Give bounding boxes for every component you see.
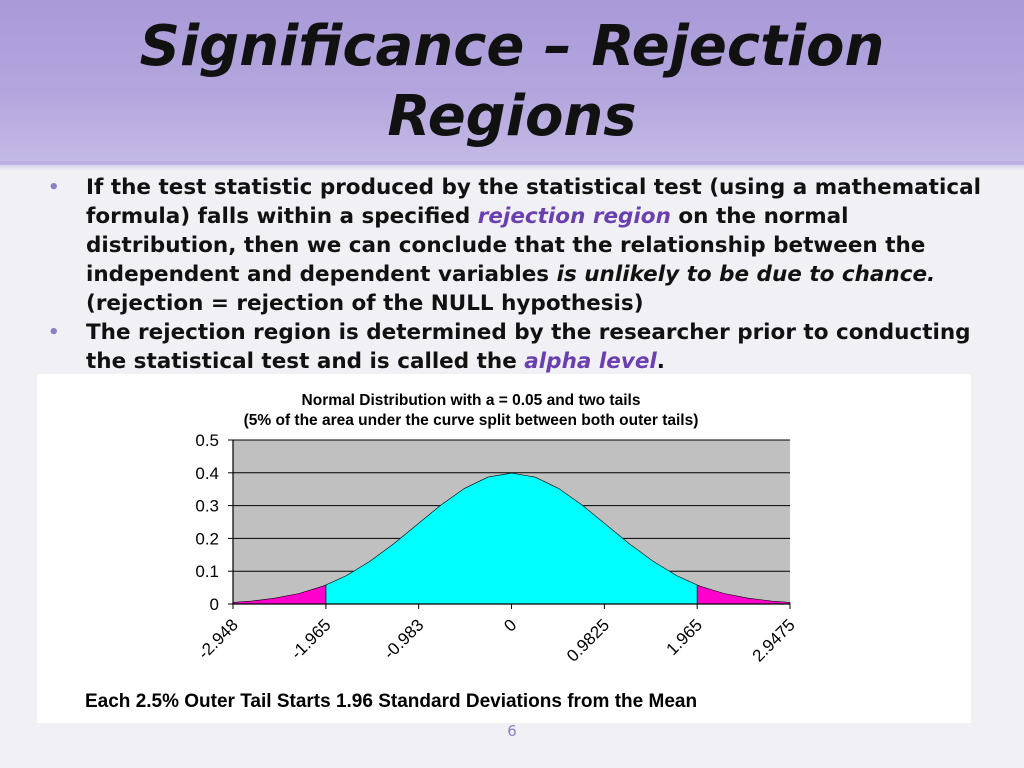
bullet-1-text-b: on the normal distribution, then we can …: [86, 204, 926, 287]
bullet-1-text-c: (rejection = rejection of the NULL hypot…: [86, 291, 644, 316]
y-tick-label: 0.3: [195, 497, 219, 516]
x-tick-label: 0: [500, 615, 520, 635]
chart-title: Normal Distribution with a = 0.05 and tw…: [302, 392, 641, 409]
title-line-2: Regions: [387, 84, 637, 149]
x-tick-label: -0.983: [380, 615, 428, 663]
plot-area: 0 0.1 0.2 0.3 0.4 0.5 -2.948 -1.965 -0.983 0 0.982…: [194, 431, 799, 666]
bullet-dot-icon: •: [48, 177, 60, 198]
x-tick-label: -2.948: [194, 615, 242, 663]
bullet-1-highlight: rejection region: [477, 204, 671, 229]
left-rejection-tail: [232, 584, 327, 605]
slide-title: Significance – Rejection Regions: [0, 12, 1024, 152]
y-tick-label: 0.1: [195, 562, 219, 581]
bullet-1-text-a: If the test statistic produced by the st…: [86, 175, 981, 229]
bullet-item-1: • If the test statistic produced by the s…: [48, 173, 988, 318]
x-tick-label: 1.965: [662, 615, 706, 659]
x-tick-label: -1.965: [287, 615, 335, 663]
y-tick-label: 0: [210, 595, 219, 614]
y-tick-label: 0.5: [195, 431, 219, 450]
acceptance-region: [325, 472, 698, 605]
x-tick-label: 2.9475: [749, 615, 799, 665]
chart-container: Normal Distribution with a = 0.05 and tw…: [37, 374, 971, 723]
chart-caption: Each 2.5% Outer Tail Starts 1.96 Standar…: [85, 691, 697, 712]
bullet-1-emphasis: is unlikely to be due to chance.: [556, 262, 936, 287]
bullet-list: • If the test statistic produced by the s…: [48, 173, 988, 376]
title-line-1: Significance – Rejection: [139, 14, 885, 79]
x-tick-label: 0.9825: [563, 615, 613, 665]
page-number: 6: [507, 722, 517, 740]
y-tick-label: 0.4: [195, 464, 219, 483]
bullet-2-highlight: alpha level: [524, 349, 657, 374]
chart-subtitle: (5% of the area under the curve split be…: [244, 412, 699, 429]
y-tick-label: 0.2: [195, 529, 219, 548]
title-band: [0, 0, 1024, 171]
normal-distribution-chart: Normal Distribution with a = 0.05 and tw…: [85, 392, 799, 712]
bullet-dot-icon: •: [48, 322, 60, 343]
bullet-2-text-b: .: [656, 349, 665, 374]
bullet-item-2: • The rejection region is determined by t…: [48, 318, 988, 376]
bullet-2-text-a: The rejection region is determined by th…: [86, 320, 971, 374]
